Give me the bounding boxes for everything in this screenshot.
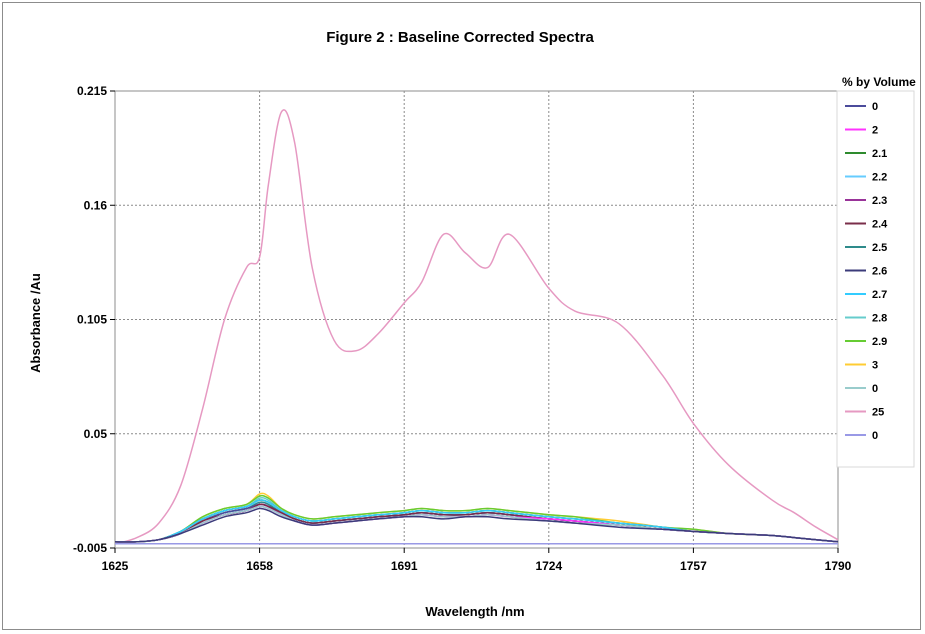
x-axis-ticks: 1625 1658 1691 1724 1757 1790: [102, 548, 852, 573]
legend-entry-label: 2.9: [872, 336, 887, 348]
y-axis-label: Absorbance /Au: [28, 273, 43, 373]
grid-lines: [115, 91, 838, 548]
legend-entry-label: 2.1: [872, 148, 887, 160]
x-tick-label: 1691: [391, 559, 418, 573]
y-tick-label: 0.05: [84, 427, 108, 441]
series-line-13: [114, 109, 839, 545]
y-axis-ticks: -0.005 0.05 0.105 0.16 0.215: [73, 84, 115, 555]
x-tick-label: 1724: [535, 559, 562, 573]
legend-entry-label: 0: [872, 430, 878, 442]
legend-entry-label: 2.4: [872, 219, 888, 231]
y-tick-label: -0.005: [73, 541, 107, 555]
x-tick-label: 1757: [680, 559, 707, 573]
legend-entry-label: 25: [872, 407, 884, 419]
x-tick-label: 1658: [246, 559, 273, 573]
x-tick-label: 1625: [102, 559, 129, 573]
series-line-7: [114, 507, 839, 543]
legend-entry-label: 0: [872, 383, 878, 395]
legend-entry-label: 3: [872, 360, 878, 372]
series-line-10: [114, 494, 839, 543]
y-tick-label: 0.16: [84, 198, 108, 212]
legend-entry-label: 0: [872, 101, 878, 113]
y-tick-label: 0.105: [77, 313, 107, 327]
legend: % by Volume 0 2 2.1 2.2 2.3 2.4 2.5 2.6 2.7 2.8 2.…: [836, 75, 916, 468]
series-lines: [114, 109, 839, 545]
chart-title: Figure 2 : Baseline Corrected Spectra: [326, 29, 594, 46]
x-tick-label: 1790: [825, 559, 852, 573]
legend-title: % by Volume: [842, 75, 916, 89]
legend-entry-label: 2.3: [872, 195, 887, 207]
legend-entry-label: 2.7: [872, 289, 887, 301]
x-axis-label: Wavelength /nm: [425, 604, 524, 619]
legend-entry-label: 2.8: [872, 313, 887, 325]
y-tick-label: 0.215: [77, 84, 107, 98]
legend-entry-label: 2.2: [872, 172, 887, 184]
legend-entry-label: 2: [872, 125, 878, 137]
legend-entry-label: 2.6: [872, 266, 887, 278]
legend-entry-label: 2.5: [872, 242, 887, 254]
